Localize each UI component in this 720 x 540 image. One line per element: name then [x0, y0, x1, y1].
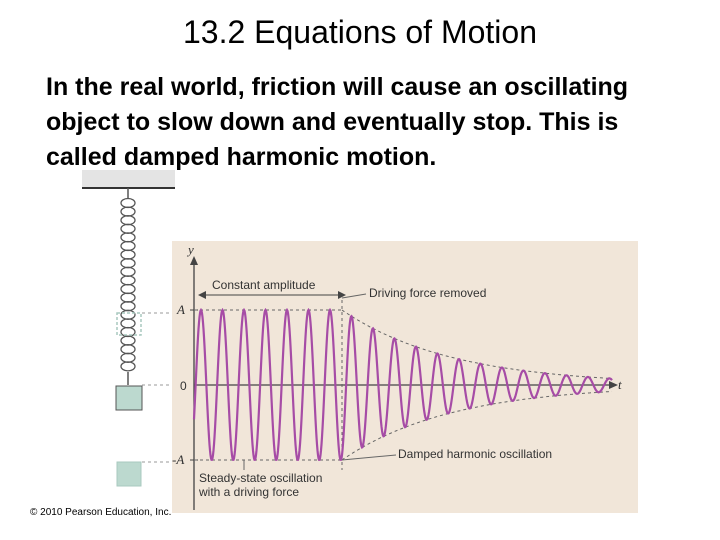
spring-coil-loop — [120, 223, 136, 234]
spring-coil-loop — [120, 361, 136, 372]
spring-coil-loop — [120, 249, 136, 260]
steady-state-label-1: Steady-state oscillation — [199, 471, 322, 485]
steady-state-label-2: with a driving force — [198, 485, 299, 499]
y-axis-label: y — [186, 242, 194, 257]
spring-coil-loop — [120, 215, 136, 226]
oscillation-curve — [192, 307, 613, 461]
driving-force-removed-label: Driving force removed — [369, 286, 486, 300]
spring-coil-loop — [120, 326, 136, 338]
spring-coil-loop — [120, 301, 136, 312]
page-title: 13.2 Equations of Motion — [182, 14, 537, 50]
leader-damped — [341, 454, 397, 461]
spring-coil-loop — [120, 344, 136, 355]
body-paragraph: In the real world, friction will cause a… — [46, 73, 629, 171]
spring-coil-loop — [120, 292, 136, 303]
spring-coil-loop — [120, 275, 136, 286]
spring-coil-loop — [120, 240, 136, 252]
t-axis-label: t — [618, 377, 622, 392]
mass-ghost-bottom — [116, 461, 142, 487]
t-axis-arrow — [609, 381, 618, 389]
zero-label: 0 — [180, 379, 187, 393]
spring-coil — [120, 197, 136, 372]
amplitude-label-top: A — [176, 302, 185, 317]
spring-coil-loop — [120, 352, 136, 363]
mass-block — [115, 385, 143, 411]
constant-amplitude-label: Constant amplitude — [212, 278, 316, 292]
copyright-notice: © 2010 Pearson Education, Inc. — [30, 507, 172, 518]
spring-coil-loop — [120, 232, 136, 243]
leader-force-removed — [341, 293, 367, 299]
spring-coil-loop — [120, 206, 136, 217]
spring-coil-loop — [120, 266, 136, 277]
arrow-head-right — [338, 291, 346, 299]
mass-ghost-top — [116, 312, 142, 336]
spring-coil-loop — [120, 318, 136, 329]
arrow-head-left — [198, 291, 206, 299]
spring-coil-loop — [120, 258, 136, 269]
spring-coil-loop — [120, 283, 136, 295]
amplitude-label-bottom: -A — [172, 452, 184, 467]
damped-oscillation-label: Damped harmonic oscillation — [398, 447, 552, 461]
y-axis-arrow — [190, 256, 198, 265]
ceiling-mount — [82, 170, 175, 188]
spring-coil-loop — [120, 309, 136, 320]
decay-envelope-bottom — [341, 390, 613, 461]
spring-coil-loop — [120, 197, 136, 209]
spring-coil-loop — [120, 335, 136, 346]
